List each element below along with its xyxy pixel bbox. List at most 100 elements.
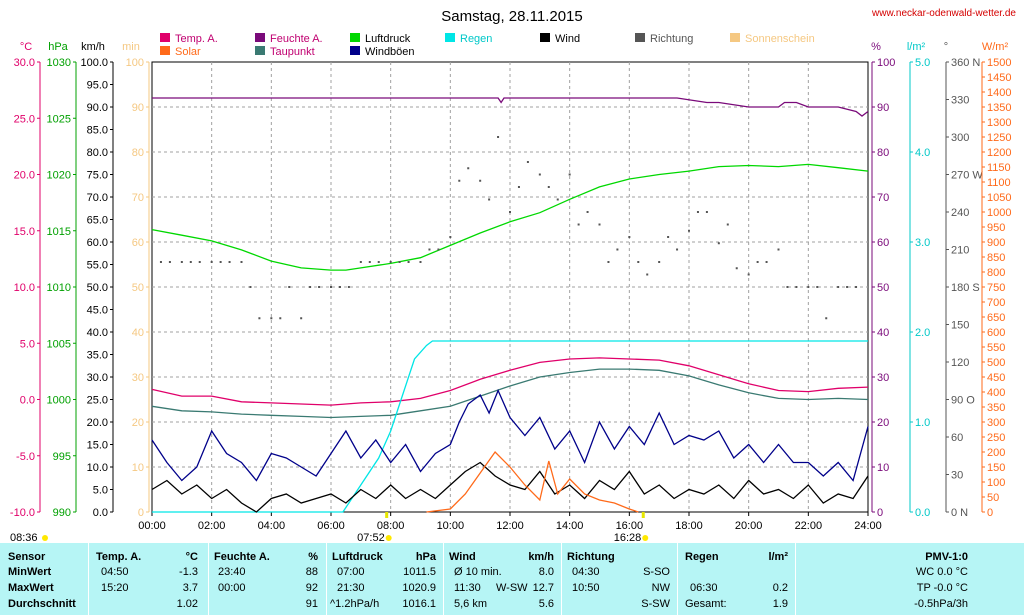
x-tick-label: 10:00 [437, 520, 465, 532]
direction-point [377, 261, 380, 263]
sunshine-axis-unit: min [122, 41, 140, 53]
sunshine-axis-tick-label: 0 [138, 507, 144, 519]
summary-cell: 8.0 [538, 566, 554, 578]
direction-point [407, 261, 410, 263]
summary-cell: 04:50 [101, 566, 129, 578]
direction-point [488, 198, 491, 201]
direction-point [300, 317, 303, 320]
direction-point [497, 136, 500, 138]
direction-point [359, 261, 362, 263]
windb-en-line [151, 388, 869, 482]
summary-cell: Ø 10 min. [454, 566, 502, 578]
direction-point [347, 286, 350, 288]
wind-axis-tick-label: 15.0 [87, 440, 108, 452]
legend-swatch [350, 46, 360, 55]
legend-label: Temp. A. [175, 33, 218, 45]
summary-cell: 0.2 [772, 582, 788, 594]
column-divider [561, 543, 562, 615]
sunset-dot [642, 535, 649, 541]
direction-point [509, 211, 511, 213]
sunset-time: 16:28 [614, 532, 642, 543]
humidity-axis-tick-label: 0 [877, 507, 883, 519]
summary-cell: 91 [305, 598, 318, 610]
summary-cell: -0.5hPa/3h [914, 598, 968, 610]
sunshine-axis-tick-label: 100 [126, 57, 144, 69]
summary-cell: WC 0.0 °C [915, 566, 968, 578]
temp-axis-tick-label: 25.0 [14, 113, 35, 125]
direction-point [180, 261, 183, 263]
column-divider [795, 543, 796, 615]
summary-row-label: Durchschnitt [8, 598, 76, 610]
legend-label: Windböen [365, 46, 415, 58]
x-tick-label: 00:00 [138, 520, 166, 532]
summary-header-sensor: Sensor [8, 551, 46, 563]
direction-point [428, 248, 431, 251]
summary-cell: 10:50 [572, 582, 600, 594]
temp-a-line [151, 357, 869, 406]
direction-point [598, 223, 601, 226]
legend-swatch [730, 33, 740, 42]
direction-point [249, 286, 252, 288]
wind-axis-tick-label: 65.0 [87, 215, 108, 227]
direction-point [816, 286, 819, 288]
direction-point [318, 286, 321, 288]
solar-axis-tick-label: 1100 [987, 177, 1011, 189]
sunshine-axis-tick-label: 70 [132, 192, 144, 204]
pressure-axis-tick-label: 1025 [47, 113, 71, 125]
direction-point [270, 317, 273, 320]
summary-cell: 1.02 [176, 598, 198, 610]
x-tick-label: 20:00 [735, 520, 763, 532]
summary-cell: 23:40 [218, 566, 246, 578]
direction-axis-tick-label: 360 N [951, 57, 980, 69]
legend-label: Luftdruck [365, 33, 411, 45]
summary-cell: 15:20 [101, 582, 129, 594]
solar-axis-tick-label: 1000 [987, 207, 1011, 219]
summary-header-dir: Richtung [567, 551, 615, 563]
summary-row-label: MaxWert [8, 582, 54, 594]
solar-line [426, 450, 639, 513]
summary-cell: ^1.2hPa/h [330, 598, 380, 610]
weather-chart: Samstag, 28.11.2015 www.neckar-odenwald-w… [10, 8, 1017, 543]
direction-axis-tick-label: 300 [951, 132, 969, 144]
solar-axis-tick-label: 50 [987, 492, 999, 504]
solar-axis-tick-label: 950 [987, 222, 1005, 234]
direction-point [330, 286, 332, 288]
legend-swatch [635, 33, 645, 42]
summary-cell: 1016.1 [402, 598, 436, 610]
wind-axis-tick-label: 85.0 [87, 125, 108, 137]
sunrise-time: 07:52 [357, 532, 385, 543]
direction-point [855, 286, 858, 288]
direction-point [309, 286, 312, 288]
sun-start-time: 08:36 [10, 532, 38, 543]
wind-axis-tick-label: 0.0 [93, 507, 108, 519]
humidity-axis-tick-label: 80 [877, 147, 889, 159]
pressure-axis-tick-label: 1000 [47, 395, 71, 407]
solar-axis-tick-label: 450 [987, 372, 1005, 384]
wind-axis-tick-label: 25.0 [87, 395, 108, 407]
pressure-axis-tick-label: 1020 [47, 170, 71, 182]
direction-point [398, 261, 401, 263]
wind-axis-tick-label: 95.0 [87, 80, 108, 92]
x-tick-label: 08:00 [377, 520, 405, 532]
site-url: www.neckar-odenwald-wetter.de [871, 8, 1016, 19]
wind-line [151, 461, 869, 513]
sunshine-axis-tick-label: 80 [132, 147, 144, 159]
solar-axis-tick-label: 1450 [987, 72, 1011, 84]
wind-axis-tick-label: 35.0 [87, 350, 108, 362]
direction-axis-tick-label: 330 [951, 95, 969, 107]
summary-header-temp-unit: °C [185, 551, 198, 563]
direction-point [437, 248, 440, 251]
pressure-axis-unit: hPa [48, 41, 68, 53]
solar-axis-tick-label: 1150 [987, 162, 1011, 174]
summary-cell: 1011.5 [403, 566, 436, 578]
luftdruck-line [151, 163, 869, 271]
temp-axis-tick-label: 20.0 [14, 170, 35, 182]
solar-axis-tick-label: 600 [987, 327, 1005, 339]
summary-header-hum: Feuchte A. [214, 551, 270, 563]
solar-axis-tick-label: 700 [987, 297, 1005, 309]
chart-title: Samstag, 28.11.2015 [441, 8, 583, 25]
x-tick-label: 14:00 [556, 520, 584, 532]
column-divider [443, 543, 444, 615]
temp-axis-tick-label: -10.0 [10, 507, 35, 519]
direction-point [389, 261, 392, 263]
